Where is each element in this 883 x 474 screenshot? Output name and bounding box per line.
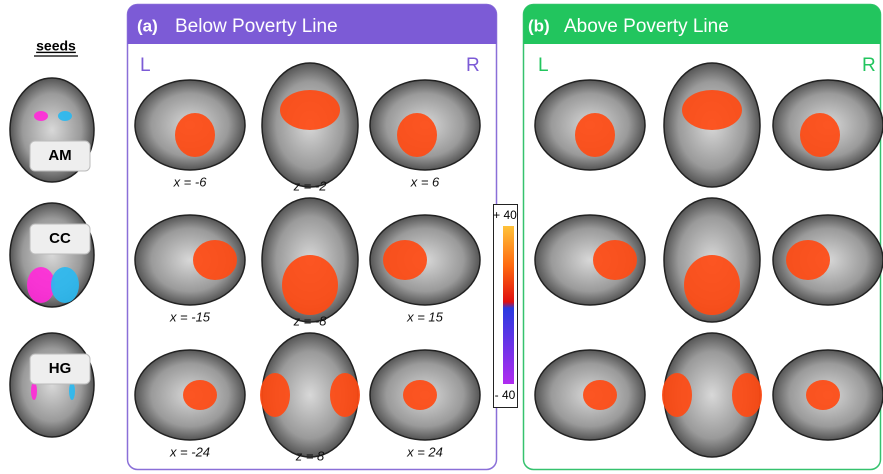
slice-label: x = -15 [169,309,211,324]
colorbar-min: - 40 [495,388,516,402]
activation [732,373,762,417]
colorbar [503,226,514,384]
brain-slice [10,333,94,437]
brain-images: AM CC HG x = -6 z = -2 x = 6 x = -15 z = -8 x = … [10,63,883,463]
slice-label: x = -24 [169,444,210,459]
right-label: R [466,55,480,76]
activation [593,240,637,280]
slice-label: z = 8 [295,448,325,463]
activation [682,90,742,130]
colorbar-max: + 40 [493,208,517,222]
left-label: L [140,55,151,76]
slice-label: x = 6 [410,174,440,189]
slice-label: x = 24 [406,444,443,459]
activation [193,240,237,280]
seeds-title: seeds [36,38,76,54]
panel-tag: (b) [528,16,550,35]
slice-label: z = -2 [293,178,328,193]
activation [175,113,215,157]
activation [27,267,55,303]
activation [51,267,79,303]
seed-label: AM [48,147,71,164]
panel-title: Above Poverty Line [564,16,729,37]
activation [684,255,740,315]
right-label: R [862,55,876,76]
left-label: L [538,55,549,76]
panel-tag: (a) [137,16,158,35]
activation [383,240,427,280]
activation [806,380,840,410]
activation [800,113,840,157]
activation [69,382,75,400]
activation [575,113,615,157]
panel-title: Below Poverty Line [175,16,338,37]
activation [280,90,340,130]
activation [260,373,290,417]
activation [31,382,37,400]
activation [183,380,217,410]
seed-label: CC [49,230,71,247]
activation [786,240,830,280]
activation [58,111,72,121]
slice-label: x = -6 [173,174,208,189]
activation [282,255,338,315]
activation [330,373,360,417]
activation [403,380,437,410]
figure: seeds (a) Below Poverty Line L R (b) Abo… [0,0,883,474]
seed-label: HG [49,360,72,377]
activation [583,380,617,410]
activation [397,113,437,157]
activation [662,373,692,417]
slice-label: z = -8 [293,313,328,328]
activation [34,111,48,121]
slice-label: x = 15 [406,309,444,324]
